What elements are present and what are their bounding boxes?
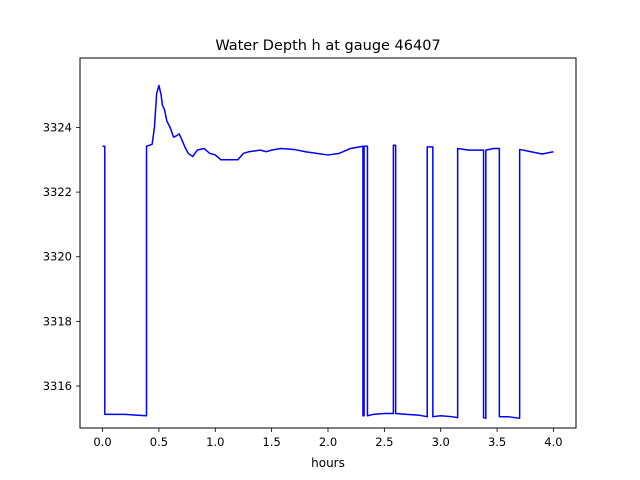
water-depth-line bbox=[102, 84, 554, 420]
y-tick-label: 3318 bbox=[43, 314, 72, 328]
x-tick-label: 0.5 bbox=[150, 435, 168, 449]
y-axis: 3316 3318 3320 3322 3324 bbox=[43, 120, 80, 393]
y-tick-label: 3320 bbox=[43, 250, 72, 264]
x-tick-label: 3.5 bbox=[488, 435, 506, 449]
y-tick-label: 3322 bbox=[43, 185, 72, 199]
x-tick-label: 3.0 bbox=[432, 435, 450, 449]
x-tick-label: 1.5 bbox=[262, 435, 280, 449]
chart-title: Water Depth h at gauge 46407 bbox=[215, 38, 440, 54]
x-axis-label: hours bbox=[311, 456, 345, 470]
x-tick-label: 2.0 bbox=[319, 435, 337, 449]
x-tick-label: 0.0 bbox=[93, 435, 111, 449]
x-tick-label: 1.0 bbox=[206, 435, 224, 449]
x-tick-label: 4.0 bbox=[544, 435, 562, 449]
x-tick-label: 2.5 bbox=[375, 435, 393, 449]
x-axis: 0.0 0.5 1.0 1.5 2.0 2.5 3.0 3.5 4.0 bbox=[93, 428, 563, 449]
y-tick-label: 3324 bbox=[43, 120, 72, 134]
y-tick-label: 3316 bbox=[43, 379, 72, 393]
